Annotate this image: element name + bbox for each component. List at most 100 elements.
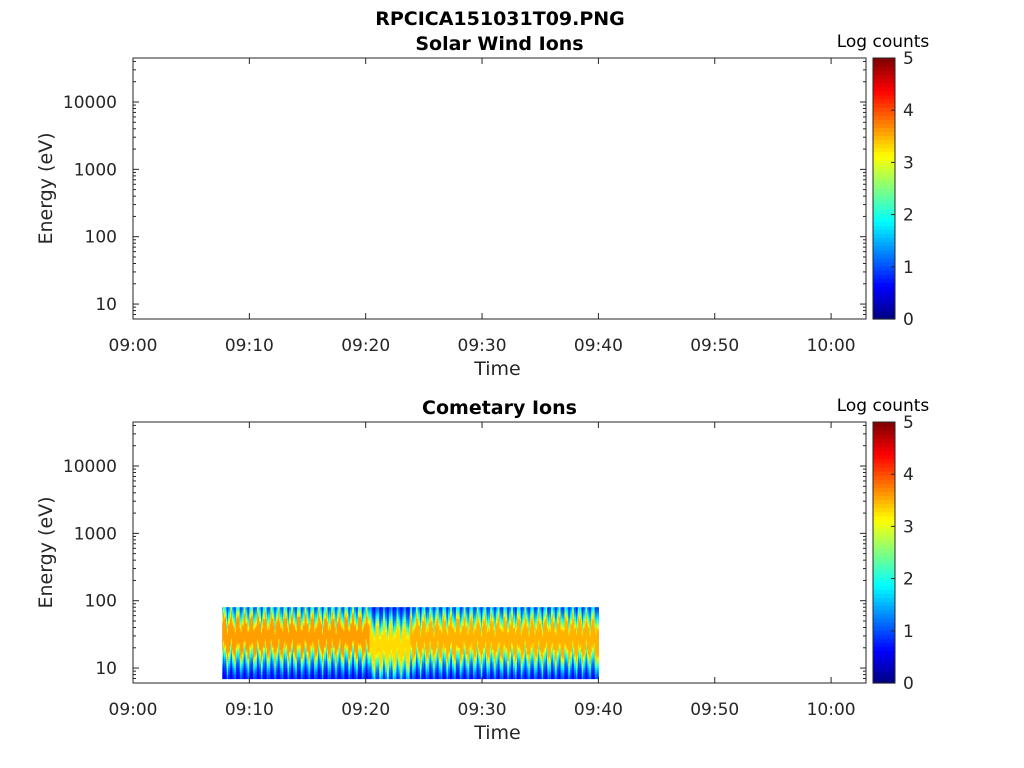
heatmap-cell [275,651,278,655]
heatmap-cell [334,638,337,642]
heatmap-cell [324,633,326,637]
colorbar-swatch [873,257,895,263]
heatmap-cell [351,620,353,624]
heatmap-cell [365,656,368,660]
heatmap-cell [318,676,320,680]
heatmap-cell [361,662,364,666]
colorbar-swatch [873,131,895,137]
heatmap-cell [256,616,258,619]
heatmap-cell [322,647,324,651]
heatmap-cell [330,662,333,666]
heatmap-cell [319,609,321,613]
heatmap-cell [284,667,286,671]
heatmap-cell [316,640,318,644]
heatmap-cell [269,611,272,615]
heatmap-cell [350,638,352,642]
heatmap-cell [337,669,340,673]
heatmap-cell [294,660,297,664]
heatmap-cell [366,640,369,644]
heatmap-cell [302,676,305,680]
heatmap-cell [244,616,247,619]
heatmap-cell [365,647,368,651]
heatmap-cell [314,620,316,624]
heatmap-cell [232,669,235,673]
heatmap-cell [307,627,310,631]
heatmap-cell [224,665,226,668]
heatmap-cell [224,609,226,613]
heatmap-cell [260,651,262,655]
heatmap-cell [302,627,305,631]
heatmap-cell [318,669,320,673]
heatmap-cell [254,656,256,660]
heatmap-cell [341,658,344,662]
heatmap-cell [351,658,353,662]
heatmap-cell [356,642,359,646]
heatmap-cell [266,609,269,613]
heatmap-cell [291,649,293,653]
heatmap-cell [292,669,294,673]
heatmap-cell [238,676,241,680]
heatmap-cell [292,611,295,615]
heatmap-cell [331,658,334,662]
heatmap-cell [227,631,229,635]
heatmap-cell [232,633,235,637]
heatmap-cell [228,653,230,657]
heatmap-cell [232,665,235,668]
heatmap-cell [251,642,253,646]
heatmap-cell [285,613,287,617]
heatmap-cell [335,633,338,637]
heatmap-cell [248,674,250,677]
heatmap-cell [232,627,235,631]
heatmap-cell [313,674,315,677]
heatmap-cell [341,647,344,651]
heatmap-cell [321,642,323,646]
colorbar-tick-label: 5 [903,49,914,69]
heatmap-cell [360,667,363,671]
heatmap-cell [331,616,334,619]
heatmap-cell [356,620,359,624]
heatmap-cell [307,620,310,624]
heatmap-cell [352,611,354,615]
heatmap-cell [271,633,274,637]
heatmap-cell [339,616,342,619]
heatmap-cell [288,622,290,626]
heatmap-cell [324,662,326,666]
heatmap-cell [263,607,266,611]
heatmap-cell [343,633,345,637]
heatmap-cell [232,649,235,653]
heatmap-cell [297,658,300,662]
heatmap-cell [360,656,363,660]
heatmap-cell [265,647,268,651]
heatmap-cell [334,674,337,677]
heatmap-cell [319,636,321,640]
heatmap-cell [271,636,274,640]
heatmap-cell [260,660,263,664]
heatmap-cell [327,609,330,613]
heatmap-cell [329,607,332,611]
heatmap-cell [365,667,368,671]
heatmap-cell [316,616,318,619]
heatmap-cell [274,642,277,646]
heatmap-cell [287,660,289,664]
heatmap-cell [317,631,319,635]
heatmap-cell [258,671,260,675]
heatmap-cell [248,645,250,648]
heatmap-cell [254,676,256,680]
heatmap-cell [367,671,370,675]
heatmap-cell [318,631,320,635]
heatmap-cell [309,633,312,637]
heatmap-cell [328,660,331,664]
heatmap-cell [250,640,252,644]
heatmap-cell [318,629,320,633]
heatmap-cell [297,607,300,611]
heatmap-cell [255,674,257,677]
heatmap-cell [247,618,249,622]
heatmap-cell [265,658,268,662]
heatmap-cell [346,625,348,628]
heatmap-cell [338,642,341,646]
heatmap-cell [273,633,276,637]
heatmap-cell [258,649,260,653]
heatmap-cell [290,629,292,633]
heatmap-cell [266,625,269,628]
heatmap-cell [286,651,288,655]
